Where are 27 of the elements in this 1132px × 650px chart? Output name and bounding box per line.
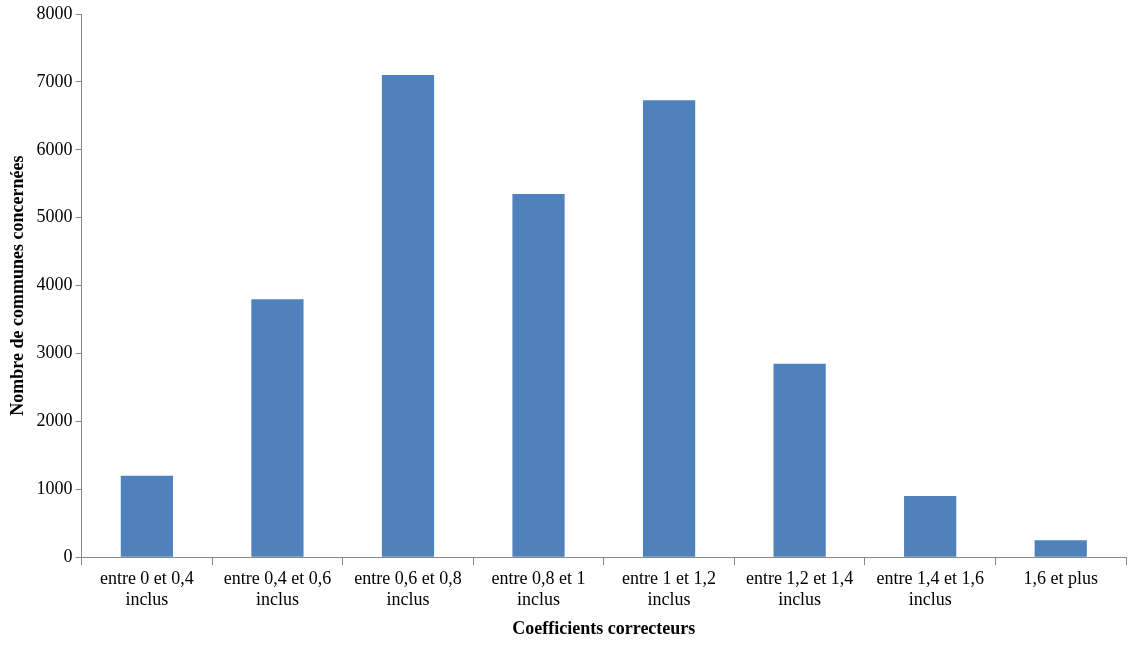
y-axis-title: Nombre de communes concernées (7, 155, 28, 416)
bar (251, 299, 304, 557)
x-tick-label: entre 1,2 et 1,4 inclus (745, 567, 854, 610)
y-tick-label: 8000 (36, 2, 73, 23)
bar (1034, 540, 1087, 557)
bar (642, 100, 696, 557)
y-tick-label: 3000 (36, 342, 73, 363)
y-tick-label: 2000 (36, 410, 73, 431)
bar (773, 363, 826, 557)
bar (904, 496, 957, 557)
bar (120, 475, 173, 557)
x-tick-label: entre 0,4 et 0,6 inclus (223, 567, 332, 610)
y-tick-label: 1000 (36, 478, 73, 499)
x-tick-label: entre 1,4 et 1,6 inclus (876, 567, 984, 610)
bar (381, 75, 435, 557)
y-tick-label: 5000 (36, 206, 73, 227)
bar (512, 193, 565, 557)
y-tick-label: 6000 (36, 138, 73, 159)
y-tick-label: 7000 (36, 70, 73, 91)
y-tick-label: 0 (63, 545, 73, 566)
x-axis-title: Coefficients correcteurs (512, 617, 696, 638)
x-tick-label: entre 0,6 et 0,8 inclus (354, 567, 462, 610)
y-tick-label: 4000 (36, 274, 73, 295)
x-tick-label: entre 1 et 1,2 inclus (622, 567, 717, 610)
x-tick-label: 1,6 et plus (1023, 567, 1098, 588)
x-tick-label: entre 0 et 0,4 inclus (99, 567, 194, 610)
x-tick-label: entre 0,8 et 1 inclus (491, 567, 586, 610)
